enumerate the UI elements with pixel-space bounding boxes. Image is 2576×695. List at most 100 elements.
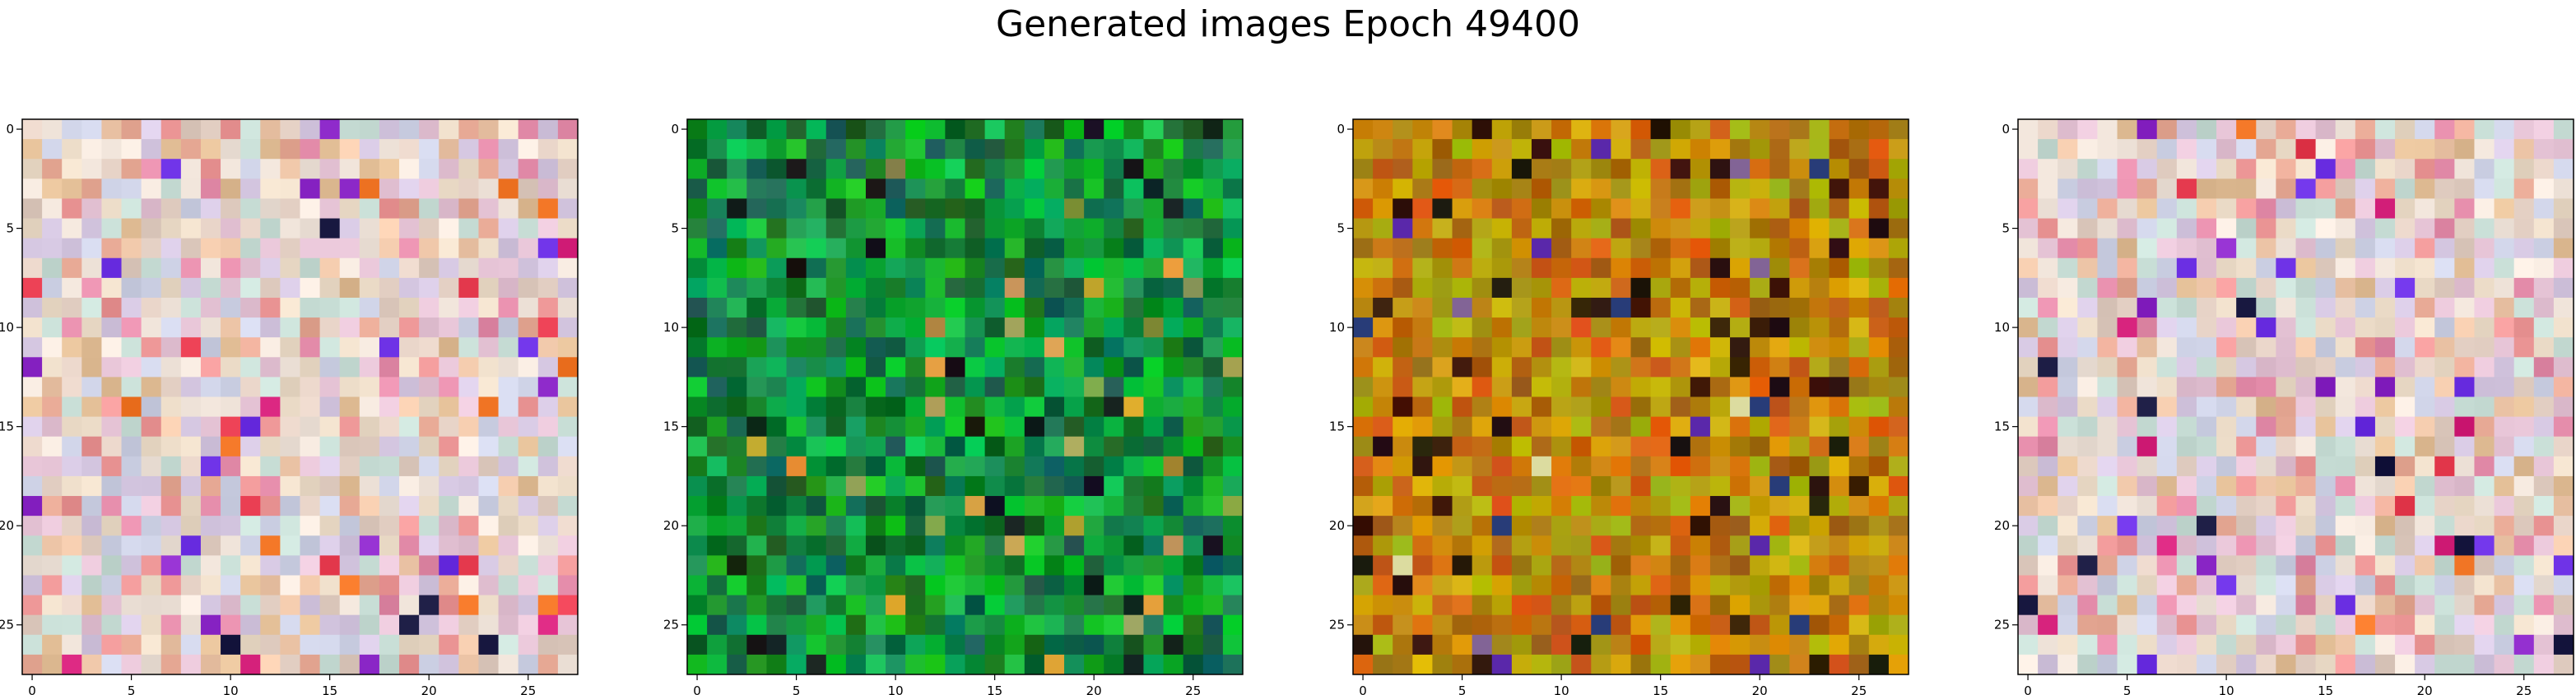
pixel-cell — [1848, 436, 1870, 457]
pixel-cell — [160, 119, 182, 140]
pixel-cell — [2276, 575, 2296, 595]
pixel-cell — [458, 456, 479, 477]
pixel-cell — [439, 178, 459, 199]
pixel-cell — [399, 337, 420, 358]
pixel-cell — [537, 178, 559, 199]
pixel-cell — [1690, 178, 1711, 199]
pixel-cell — [1452, 257, 1473, 279]
pixel-cell — [2216, 277, 2237, 299]
pixel-cell — [2355, 396, 2376, 418]
pixel-cell — [746, 496, 767, 517]
pixel-cell — [121, 238, 142, 259]
pixel-cell — [727, 396, 747, 418]
pixel-cell — [1202, 535, 1224, 556]
pixel-cell — [2295, 595, 2317, 616]
pixel-cell — [2077, 396, 2098, 418]
pixel-cell — [240, 377, 261, 397]
pixel-cell — [22, 535, 43, 556]
pixel-cell — [2434, 337, 2455, 358]
pixel-cell — [319, 456, 341, 477]
pixel-cell — [1004, 377, 1025, 397]
pixel-cell — [2137, 456, 2158, 477]
pixel-cell — [825, 634, 847, 656]
pixel-cell — [439, 436, 459, 457]
pixel-cell — [1571, 475, 1592, 497]
pixel-cell — [2454, 575, 2475, 595]
pixel-cell — [2454, 139, 2475, 160]
pixel-cell — [1750, 317, 1770, 338]
pixel-cell — [180, 575, 202, 595]
pixel-cell — [1143, 238, 1164, 259]
pixel-cell — [865, 139, 886, 160]
pixel-cell — [786, 337, 807, 358]
pixel-cell — [221, 257, 241, 279]
pixel-cell — [1709, 357, 1731, 378]
pixel-cell — [2355, 297, 2376, 318]
pixel-cell — [101, 277, 122, 299]
pixel-cell — [1412, 178, 1433, 199]
pixel-cell — [1670, 614, 1691, 636]
pixel-cell — [707, 297, 728, 318]
pixel-cell — [1591, 178, 1611, 199]
pixel-cell — [2335, 257, 2356, 279]
pixel-cell — [62, 614, 82, 636]
pixel-cell — [280, 238, 300, 259]
pixel-cell — [339, 555, 360, 576]
pixel-cell — [2018, 516, 2039, 536]
pixel-cell — [1491, 475, 1513, 497]
pixel-cell — [62, 456, 82, 477]
pixel-cell — [1143, 595, 1164, 616]
pixel-cell — [2256, 218, 2276, 239]
pixel-cell — [886, 357, 906, 378]
pixel-cell — [62, 496, 82, 517]
pixel-cell — [845, 634, 867, 656]
pixel-cell — [2513, 178, 2535, 199]
pixel-cell — [1452, 396, 1473, 418]
pixel-cell — [478, 496, 499, 517]
pixel-cell — [1202, 119, 1224, 140]
pixel-cell — [984, 535, 1006, 556]
pixel-cell — [1730, 575, 1751, 595]
pixel-cell — [1611, 218, 1631, 239]
pixel-cell — [1868, 456, 1890, 477]
pixel-cell — [81, 516, 102, 536]
pixel-cell — [2533, 297, 2555, 318]
pixel-cell — [1452, 555, 1473, 576]
pixel-cell — [1848, 456, 1870, 477]
pixel-cell — [359, 357, 380, 378]
pixel-cell — [2156, 139, 2178, 160]
pixel-cell — [2494, 456, 2515, 477]
pixel-cell — [945, 595, 965, 616]
pixel-cell — [1064, 535, 1085, 556]
pixel-cell — [2533, 496, 2555, 517]
pixel-cell — [965, 535, 986, 556]
pixel-cell — [2553, 238, 2574, 259]
pixel-cell — [439, 396, 459, 418]
pixel-cell — [141, 595, 162, 616]
pixel-cell — [2176, 595, 2197, 616]
pixel-cell — [1769, 396, 1790, 418]
pixel-cell — [1769, 337, 1790, 358]
pixel-cell — [62, 198, 82, 219]
pixel-cell — [1829, 416, 1850, 438]
pixel-cell — [200, 198, 221, 219]
pixel-cell — [2315, 516, 2337, 536]
pixel-cell — [1163, 496, 1184, 517]
pixel-cell — [1670, 416, 1691, 438]
pixel-cell — [240, 496, 261, 517]
pixel-cell — [1432, 139, 1453, 160]
pixel-cell — [746, 357, 767, 378]
pixel-cell — [121, 178, 142, 199]
pixel-cell — [1183, 357, 1204, 378]
pixel-cell — [458, 614, 479, 636]
pixel-cell — [2295, 257, 2317, 279]
x-tick-label: 10 — [2219, 683, 2234, 695]
pixel-cell — [359, 317, 380, 338]
pixel-cell — [2415, 357, 2435, 378]
pixel-cell — [2176, 377, 2197, 397]
pixel-cell — [1809, 436, 1830, 457]
y-tick-label: 10 — [1329, 320, 1345, 335]
pixel-cell — [2117, 119, 2138, 140]
pixel-cell — [1491, 357, 1513, 378]
pixel-cell — [1024, 159, 1045, 179]
